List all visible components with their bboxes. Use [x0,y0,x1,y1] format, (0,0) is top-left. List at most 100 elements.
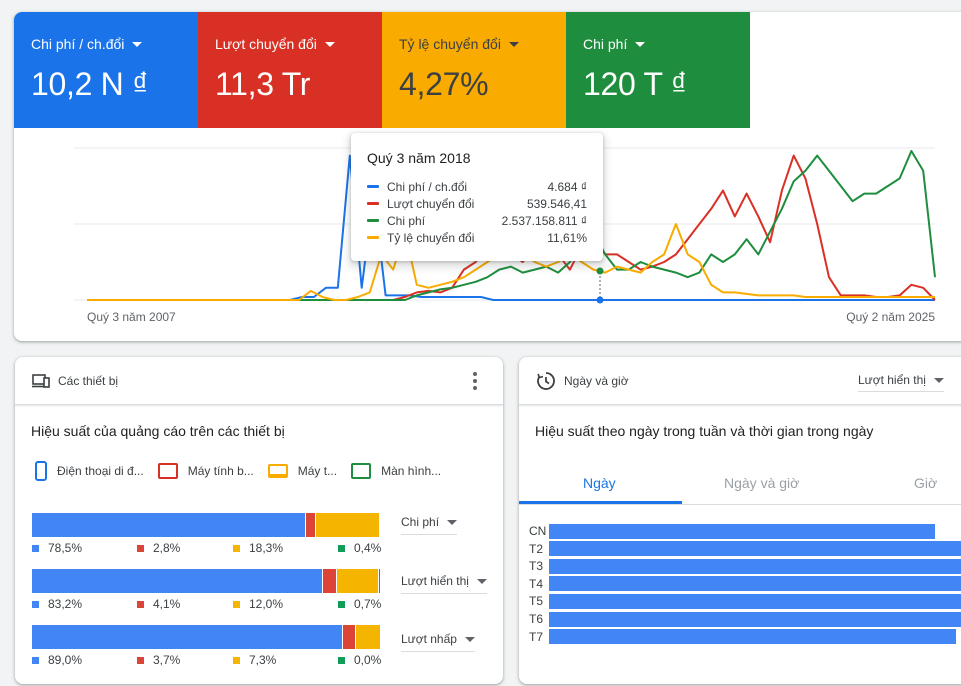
legend-label: Máy tính b... [187,464,254,478]
caret-down-icon [933,377,944,383]
metric-value: 4,27% [399,66,489,102]
devices-legend: Điện thoại di đ... Máy tính b... Máy t..… [35,461,455,481]
tooltip-series-value: 2.537.158.811 ₫ [501,213,587,228]
day-row[interactable]: T5 [529,593,961,609]
series-swatch [367,202,379,205]
mobile-icon [35,461,47,481]
caret-down-icon [464,636,475,642]
tooltip-series-name: Lượt chuyển đổi [387,196,475,211]
metric-select-impressions[interactable]: Lượt hiển thị [401,574,487,594]
hover-point-green [596,267,604,275]
pct-tablet: 2,8% [137,541,180,555]
day-time-card-title: Ngày và giờ [564,373,629,388]
segment-tv [378,513,380,537]
metric-label[interactable]: Tỷ lệ chuyển đổi [399,36,566,52]
caret-down-icon [324,41,335,47]
active-tab-indicator [519,501,682,504]
overview-card: Chi phí / ch.đổi 10,2 N ₫ Lượt chuyển đổ… [14,12,961,341]
day-row[interactable]: CN [529,523,936,539]
tooltip-series-value: 4.684 ₫ [547,179,587,194]
metric-tile-conversion-rate[interactable]: Tỷ lệ chuyển đổi 4,27% [382,12,566,128]
segment-mobile [32,569,322,593]
day-row[interactable]: T2 [529,541,961,557]
metric-label[interactable]: Chi phí [583,36,750,52]
device-share-bar-cost[interactable] [32,513,380,537]
day-label: T4 [529,576,544,591]
metric-value: 11,3 Tr [215,66,311,102]
day-label: T3 [529,559,544,574]
tooltip-title: Quý 3 năm 2018 [367,150,471,166]
legend-label: Điện thoại di đ... [57,464,144,478]
day-time-tabs: Ngày Ngày và giờ Giờ [519,461,961,505]
tooltip-series-name: Chi phí / ch.đổi [387,179,468,194]
pct-mobile: 89,0% [32,653,82,667]
pct-tv: 0,7% [338,597,381,611]
metric-label[interactable]: Chi phí / ch.đổi [31,36,198,52]
day-time-subtitle: Hiệu suất theo ngày trong tuần và thời g… [535,423,874,439]
more-options-icon[interactable] [473,372,477,390]
metric-label-text: Chi phí / ch.đổi [31,36,125,52]
caret-down-icon [132,41,143,47]
tooltip-series-name: Tỷ lệ chuyển đổi [387,230,475,245]
tooltip-series-value: 11,61% [547,230,587,245]
metric-label-text: Chi phí [583,36,628,52]
select-value: Lượt nhấp [401,632,457,646]
tablet-icon [157,463,178,479]
device-share-bar-clicks[interactable] [32,625,380,649]
day-label: T6 [529,612,544,626]
pct-computer: 18,3% [233,541,283,555]
metric-tile-conversions[interactable]: Lượt chuyển đổi 11,3 Tr [198,12,382,128]
tab-hour[interactable]: Giờ [914,475,938,491]
segment-computer [354,625,380,649]
tab-day-and-hour[interactable]: Ngày và giờ [724,475,800,491]
day-row[interactable]: T6 [529,611,961,627]
devices-card: Các thiết bị Hiệu suất của quảng cáo trê… [15,357,503,684]
segment-computer [335,569,378,593]
legend-label: Màn hình... [381,464,442,478]
pct-computer: 12,0% [233,597,283,611]
day-bar [549,558,961,574]
chart-tooltip: Quý 3 năm 2018 Chi phí / ch.đổi 4.684 ₫ L… [351,133,603,261]
dropdown-value: Lượt hiển thị [858,373,926,387]
tooltip-row: Chi phí 2.537.158.811 ₫ [367,212,587,229]
schedule-icon [537,371,555,390]
day-bar [549,541,961,557]
series-swatch [367,219,379,222]
metric-dropdown[interactable]: Lượt hiển thị [858,373,944,392]
segment-tablet [305,513,315,537]
pct-tv: 0,0% [338,653,381,667]
legend-item-mobile[interactable]: Điện thoại di đ... [35,461,144,481]
day-row[interactable]: T4 [529,576,961,592]
tab-day[interactable]: Ngày [583,475,616,491]
select-value: Lượt hiển thị [401,574,469,588]
devices-card-title: Các thiết bị [58,373,119,388]
legend-item-tablet[interactable]: Máy tính b... [157,461,254,481]
metric-value: 120 T ₫ [583,66,687,102]
day-bar [549,593,961,609]
device-share-bar-impressions[interactable] [32,569,380,593]
laptop-icon [267,464,288,478]
metric-select-cost[interactable]: Chi phí [401,515,458,535]
devices-icon [32,373,50,388]
metric-label[interactable]: Lượt chuyển đổi [215,36,382,52]
devices-subtitle: Hiệu suất của quảng cáo trên các thiết b… [31,423,285,439]
caret-down-icon [476,578,487,584]
caret-down-icon [447,519,458,525]
metric-tile-cost-per-conversion[interactable]: Chi phí / ch.đổi 10,2 N ₫ [14,12,198,128]
metric-tile-cost[interactable]: Chi phí 120 T ₫ [566,12,750,128]
segment-mobile [32,513,306,537]
day-row[interactable]: T7 [529,629,957,645]
tv-icon [351,463,372,479]
tooltip-series-name: Chi phí [387,213,426,228]
pct-mobile: 78,5% [32,541,82,555]
metric-select-clicks[interactable]: Lượt nhấp [401,632,475,652]
metric-label-text: Tỷ lệ chuyển đổi [399,36,501,52]
legend-item-tv[interactable]: Màn hình... [351,461,441,481]
series-swatch [367,236,379,239]
legend-item-computer[interactable]: Máy t... [267,461,337,481]
day-bar [549,629,957,645]
segment-tablet [321,569,336,593]
day-row[interactable]: T3 [529,558,961,574]
pct-tablet: 3,7% [137,653,180,667]
metric-value: 10,2 N ₫ [31,66,149,102]
